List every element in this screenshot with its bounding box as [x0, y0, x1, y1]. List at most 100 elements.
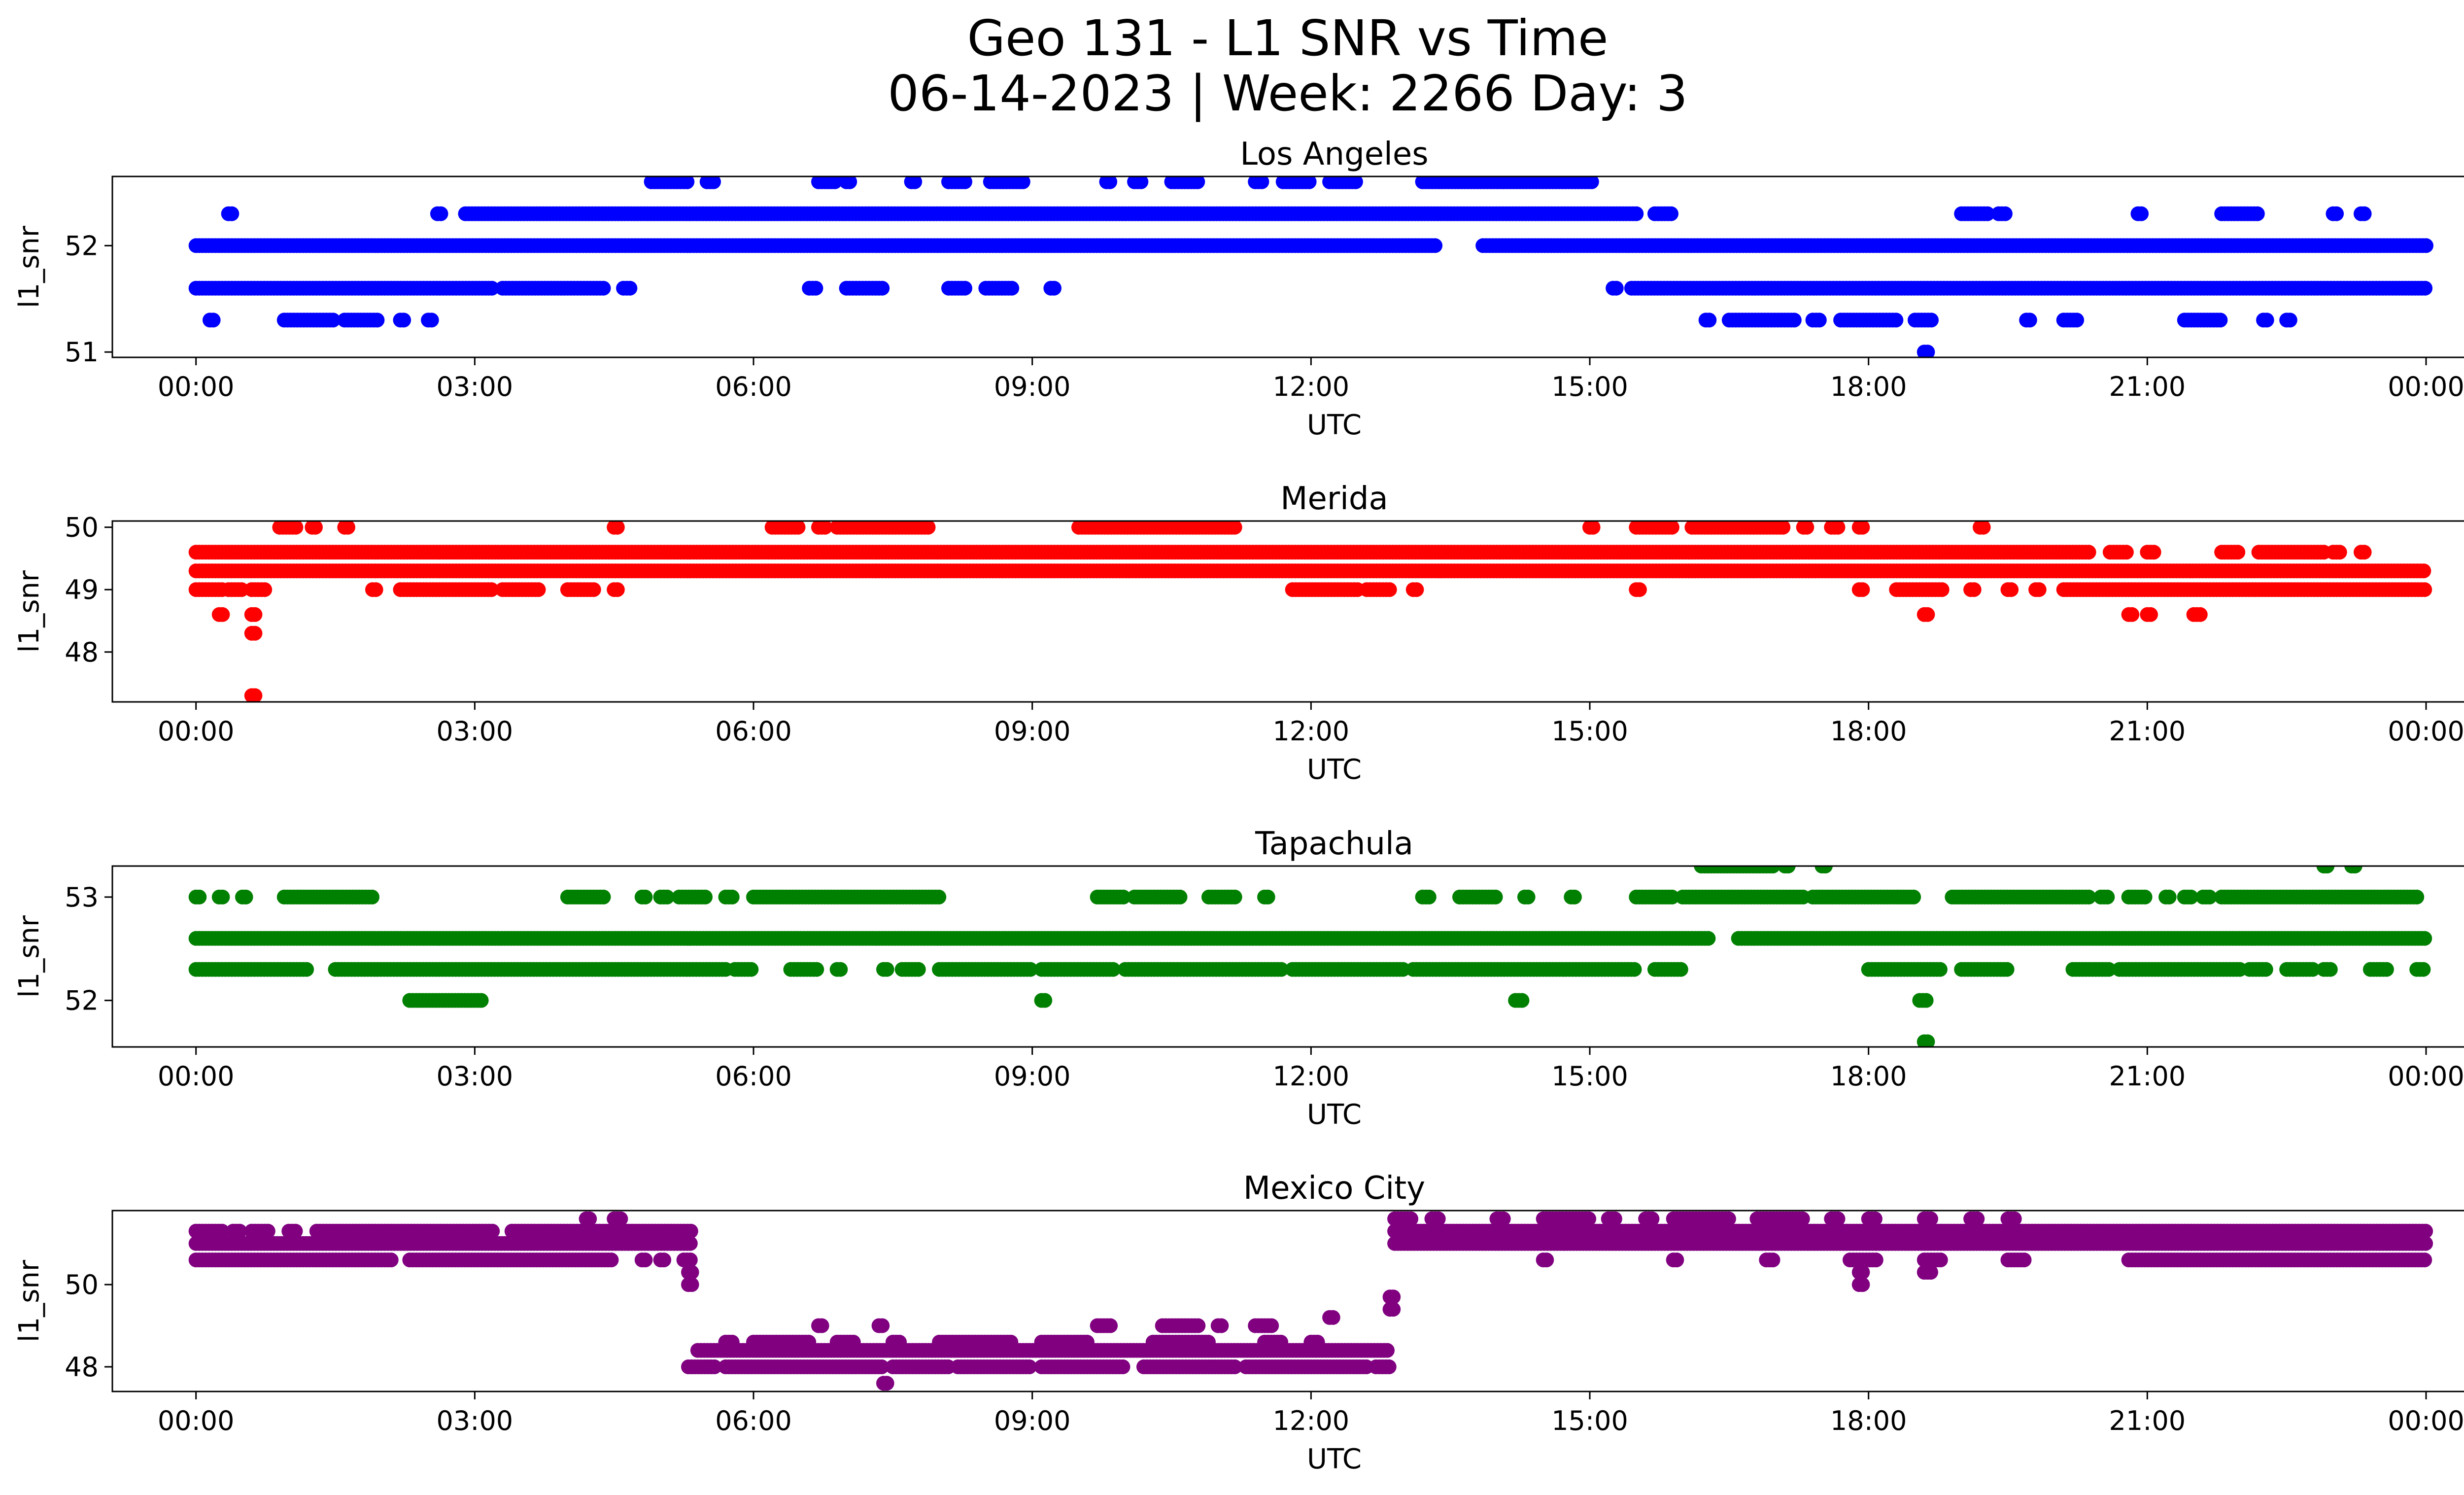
- data-point: [224, 206, 240, 221]
- data-point: [299, 962, 314, 977]
- data-point: [1190, 176, 1205, 189]
- data-point: [907, 176, 923, 189]
- data-point: [370, 313, 385, 328]
- x-tick-label: 12:00: [1273, 716, 1350, 747]
- data-point: [2417, 931, 2432, 946]
- data-point: [1776, 521, 1791, 535]
- data-point: [1254, 176, 1269, 189]
- data-point: [638, 889, 653, 904]
- data-point: [1520, 889, 1536, 904]
- data-point: [1997, 206, 2013, 221]
- data-point: [958, 280, 972, 296]
- x-tick-label: 03:00: [437, 716, 513, 747]
- data-point: [433, 206, 448, 221]
- data-point: [706, 176, 721, 189]
- data-point: [2004, 582, 2019, 597]
- data-point: [2332, 545, 2347, 560]
- x-tick-label: 18:00: [1830, 371, 1907, 402]
- data-point: [1976, 521, 1991, 535]
- data-point: [1855, 521, 1870, 535]
- data-point: [1627, 962, 1642, 977]
- data-point: [2419, 238, 2433, 253]
- data-point: [875, 280, 890, 296]
- data-point: [2250, 206, 2265, 221]
- data-point: [1585, 521, 1601, 535]
- data-point: [879, 962, 894, 977]
- x-tick-label: 06:00: [715, 716, 792, 747]
- x-tick-label: 00:00: [158, 716, 235, 747]
- data-point: [484, 280, 500, 296]
- data-point: [215, 889, 230, 904]
- data-point: [1855, 582, 1870, 597]
- data-point: [2357, 545, 2372, 560]
- data-point: [215, 607, 230, 622]
- y-tick-label: 52: [65, 230, 99, 261]
- data-point: [1409, 582, 1424, 597]
- data-point: [192, 889, 207, 904]
- y-axis-label: l1_snr: [13, 225, 45, 308]
- data-point: [1920, 345, 1935, 357]
- series-points: [188, 866, 2432, 1047]
- panel-title: Los Angeles: [1240, 136, 1428, 173]
- data-point: [205, 313, 221, 328]
- data-point: [2379, 962, 2394, 977]
- data-point: [680, 176, 695, 189]
- data-point: [1906, 889, 1921, 904]
- plot-frame: [111, 175, 2464, 358]
- data-point: [1632, 582, 1647, 597]
- data-point: [1133, 176, 1149, 189]
- data-point: [2357, 206, 2372, 221]
- data-point: [1015, 176, 1030, 189]
- data-point: [234, 582, 249, 597]
- data-point: [1428, 238, 1443, 253]
- data-point: [1488, 889, 1503, 904]
- data-point: [2081, 545, 2096, 560]
- data-point: [1116, 889, 1131, 904]
- data-point: [2329, 206, 2344, 221]
- data-point: [744, 962, 759, 977]
- data-point: [827, 176, 842, 189]
- data-point: [1629, 206, 1644, 221]
- x-tick-label: 21:00: [2109, 716, 2186, 747]
- plot-frame: [111, 520, 2464, 703]
- data-point: [2119, 545, 2134, 560]
- data-point: [247, 607, 263, 622]
- data-point: [1396, 962, 1410, 977]
- figure-title-line1: Geo 131 - L1 SNR vs Time: [967, 9, 1608, 67]
- figure-title: Geo 131 - L1 SNR vs Time 06-14-2023 | We…: [0, 11, 2464, 121]
- data-point: [1664, 889, 1679, 904]
- data-point: [2259, 313, 2274, 328]
- data-point: [809, 962, 824, 977]
- data-point: [2069, 313, 2085, 328]
- data-point: [1664, 521, 1679, 535]
- data-point: [2192, 607, 2208, 622]
- figure-title-line2: 06-14-2023 | Week: 2266 Day: 3: [888, 65, 1688, 122]
- data-point: [1227, 521, 1242, 535]
- data-point: [586, 582, 601, 597]
- data-point: [2101, 962, 2117, 977]
- data-point: [1105, 962, 1121, 977]
- data-point: [790, 521, 806, 535]
- data-point: [1567, 889, 1582, 904]
- data-point: [1980, 206, 1995, 221]
- data-point: [921, 521, 936, 535]
- data-point: [531, 582, 546, 597]
- data-point: [2282, 313, 2297, 328]
- data-point: [958, 176, 972, 189]
- data-point: [818, 521, 833, 535]
- data-point: [1934, 582, 1950, 597]
- x-axis-label: UTC: [1307, 409, 1362, 441]
- x-tick-label: 15:00: [1551, 716, 1628, 747]
- data-point: [2022, 313, 2037, 328]
- y-tick-label: 50: [65, 512, 99, 543]
- data-point: [1812, 313, 1827, 328]
- data-point: [931, 889, 947, 904]
- x-tick-label: 12:00: [1273, 371, 1350, 402]
- data-point: [365, 889, 379, 904]
- x-tick-label: 09:00: [994, 371, 1071, 402]
- data-point: [308, 521, 323, 535]
- data-point: [1102, 176, 1118, 189]
